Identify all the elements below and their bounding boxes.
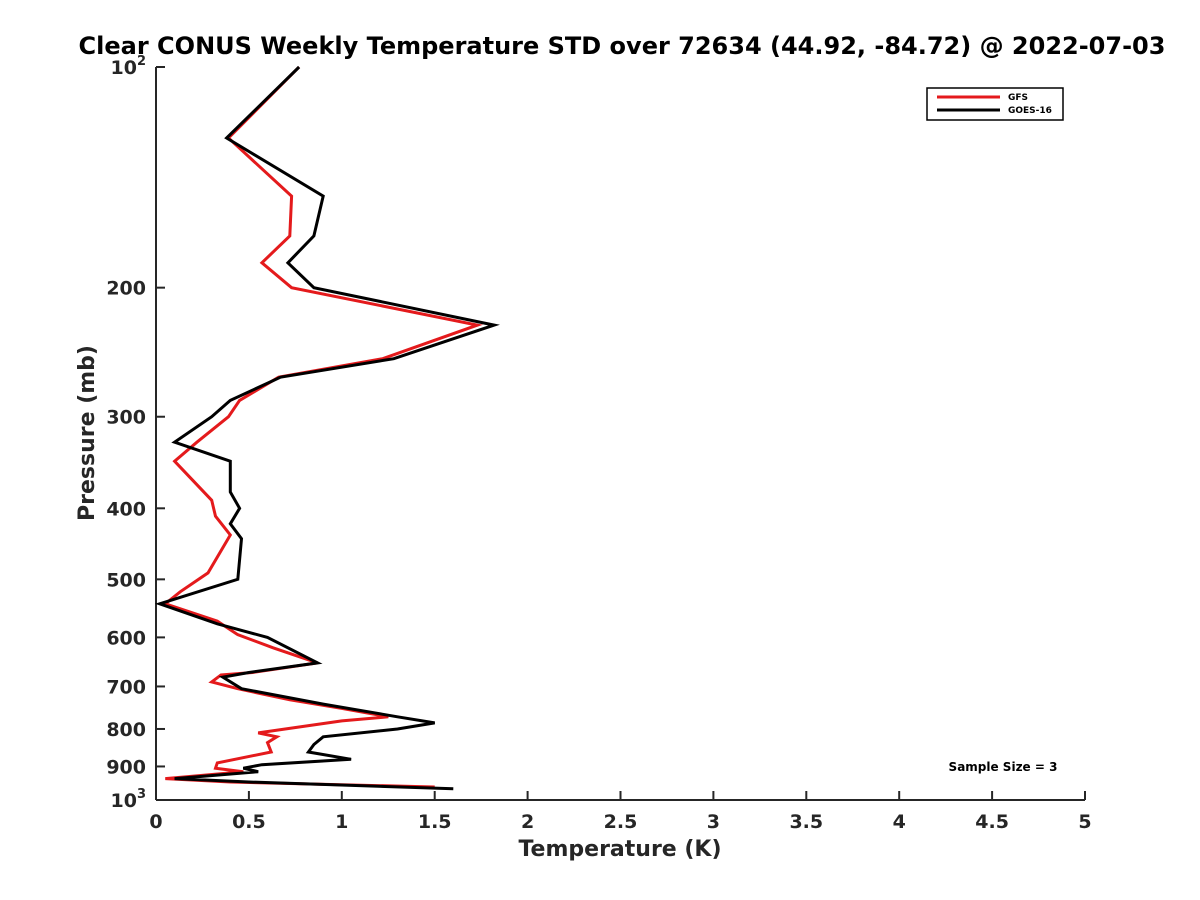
- axes: 0 0.5 1 1.5 2 2.5 3 3.5 4 4.5 5 102 200 300 400 500 600 7…: [106, 54, 1091, 833]
- x-tick-label: 4: [893, 811, 906, 833]
- y-tick-label: 700: [106, 676, 146, 698]
- series-line-gfs: [162, 65, 484, 789]
- x-tick-label: 1: [335, 811, 348, 833]
- chart-title: Clear CONUS Weekly Temperature STD over …: [79, 32, 1166, 60]
- x-axis-label: Temperature (K): [518, 837, 721, 862]
- sample-size-annotation: Sample Size = 3: [949, 760, 1058, 774]
- y-tick-label: 200: [106, 278, 146, 300]
- series-group: [154, 65, 500, 791]
- legend-label: GFS: [1008, 93, 1028, 103]
- x-tick-label: 0.5: [232, 811, 266, 833]
- y-tick-label: 500: [106, 569, 146, 591]
- y-tick-label: 103: [111, 787, 147, 812]
- x-tick-label: 4.5: [975, 811, 1009, 833]
- y-tick-label: 600: [106, 627, 146, 649]
- y-tick-label: 800: [106, 719, 146, 741]
- y-tick-label: 102: [111, 54, 147, 79]
- x-tick-label: 3: [707, 811, 720, 833]
- x-tick-label: 1.5: [418, 811, 452, 833]
- x-tick-label: 5: [1078, 811, 1091, 833]
- y-tick-label: 400: [106, 498, 146, 520]
- y-tick-label: 300: [106, 407, 146, 429]
- x-tick-label: 3.5: [789, 811, 823, 833]
- x-tick-label: 2: [521, 811, 534, 833]
- x-tick-label: 2.5: [604, 811, 638, 833]
- legend: GFS GOES-16: [926, 87, 1064, 121]
- series-line-goes-16: [154, 65, 500, 791]
- y-axis-label: Pressure (mb): [75, 345, 100, 521]
- legend-label: GOES-16: [1008, 106, 1052, 116]
- legend-box: [926, 87, 1064, 121]
- x-tick-label: 0: [149, 811, 162, 833]
- y-tick-label: 900: [106, 756, 146, 778]
